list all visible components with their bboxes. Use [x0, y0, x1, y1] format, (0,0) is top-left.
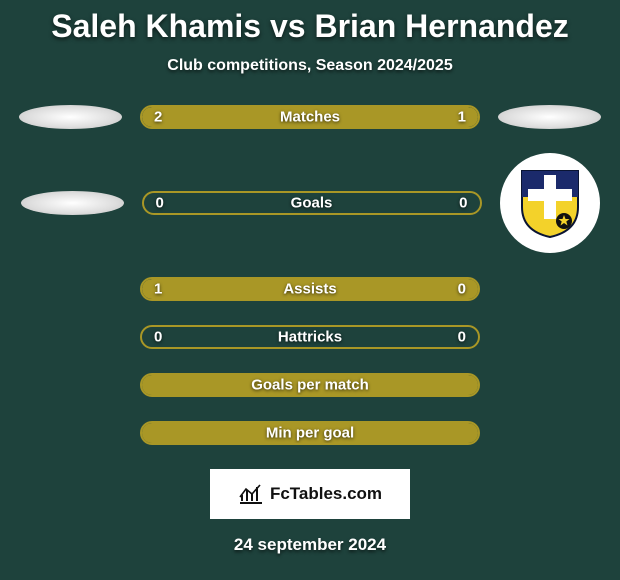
subtitle: Club competitions, Season 2024/2025 — [0, 57, 620, 75]
stat-row: 0 Hattricks 0 — [0, 325, 620, 349]
club-badge-right — [498, 105, 601, 129]
shield-icon — [518, 167, 582, 239]
stat-value-left: 1 — [154, 281, 162, 298]
brand-box[interactable]: FcTables.com — [210, 469, 410, 519]
page-title: Saleh Khamis vs Brian Hernandez — [0, 8, 620, 45]
stats-list: 2 Matches 1 0 Goals 0 1 Assists 0 — [0, 105, 620, 445]
stat-row: 0 Goals 0 — [0, 153, 620, 253]
stat-row: Goals per match — [0, 373, 620, 397]
stat-label: Hattricks — [278, 329, 342, 346]
date-label: 24 september 2024 — [0, 535, 620, 555]
stat-label: Matches — [280, 109, 340, 126]
stat-value-left: 2 — [154, 109, 162, 126]
stat-row: 1 Assists 0 — [0, 277, 620, 301]
stat-bar: 2 Matches 1 — [140, 105, 480, 129]
stat-value-right: 1 — [458, 109, 466, 126]
stat-bar: 0 Goals 0 — [142, 191, 482, 215]
stat-bar: 1 Assists 0 — [140, 277, 480, 301]
stat-row: 2 Matches 1 — [0, 105, 620, 129]
stat-label: Goals per match — [251, 377, 369, 394]
stat-label: Goals — [291, 195, 333, 212]
stat-value-right: 0 — [458, 281, 466, 298]
club-badge-left — [21, 191, 124, 215]
club-badge-left — [19, 105, 122, 129]
stat-bar: 0 Hattricks 0 — [140, 325, 480, 349]
club-logo-right — [500, 153, 600, 253]
stat-row: Min per goal — [0, 421, 620, 445]
stat-value-right: 0 — [458, 329, 466, 346]
comparison-container: Saleh Khamis vs Brian Hernandez Club com… — [0, 0, 620, 580]
stat-bar: Goals per match — [140, 373, 480, 397]
stat-value-left: 0 — [156, 195, 164, 212]
stat-value-left: 0 — [154, 329, 162, 346]
stat-bar: Min per goal — [140, 421, 480, 445]
brand-text: FcTables.com — [270, 484, 382, 504]
brand-chart-icon — [238, 483, 264, 505]
stat-label: Assists — [283, 281, 336, 298]
stat-label: Min per goal — [266, 425, 354, 442]
stat-value-right: 0 — [459, 195, 467, 212]
